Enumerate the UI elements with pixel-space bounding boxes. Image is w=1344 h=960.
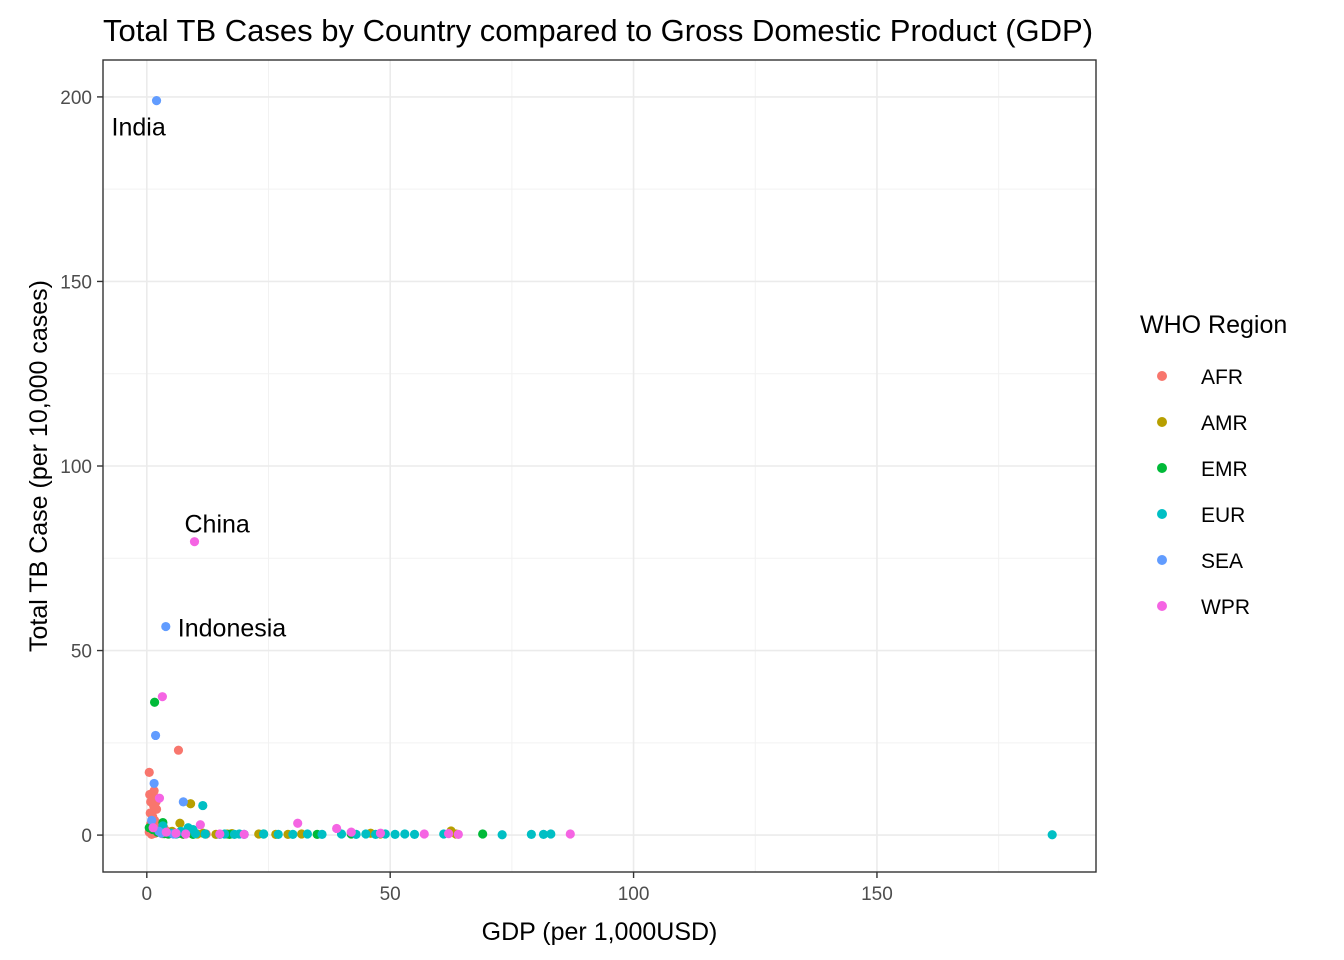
data-point — [259, 829, 269, 839]
y-tick-label: 100 — [60, 457, 92, 478]
legend-item-eur: EUR — [1157, 504, 1245, 527]
x-tick-label: 0 — [142, 884, 153, 905]
legend-key — [1157, 601, 1167, 611]
legend-item-afr: AFR — [1157, 366, 1243, 389]
data-point — [161, 621, 171, 632]
data-point — [288, 829, 298, 839]
legend-item-emr: EMR — [1157, 458, 1248, 481]
data-point — [444, 829, 454, 839]
data-point — [215, 829, 225, 839]
data-point — [195, 820, 205, 830]
data-point — [151, 804, 162, 814]
data-point — [293, 818, 303, 828]
data-point — [497, 830, 507, 840]
data-point — [478, 829, 488, 839]
data-point — [147, 815, 157, 825]
data-point — [186, 799, 196, 809]
data-point — [239, 829, 249, 839]
legend-label: WPR — [1201, 596, 1250, 619]
y-axis-title: Total TB Case (per 10,000 cases) — [25, 280, 53, 652]
legend-label: EUR — [1201, 504, 1245, 527]
axes: 0 50 100 150 0 50 100 150 200 — [60, 88, 893, 905]
data-point — [375, 828, 386, 838]
data-point — [198, 800, 208, 811]
annotation-indonesia: Indonesia — [178, 615, 287, 643]
series-sea — [147, 96, 188, 839]
point-annotations: India China Indonesia — [112, 114, 287, 643]
chart-title: Total TB Cases by Country compared to Gr… — [103, 13, 1093, 48]
data-point — [148, 823, 158, 833]
y-tick-label: 150 — [60, 272, 92, 293]
legend-key — [1157, 509, 1167, 519]
data-point — [150, 730, 161, 741]
x-tick-label: 150 — [861, 884, 893, 905]
data-point — [154, 793, 165, 803]
legend-item-wpr: WPR — [1157, 596, 1250, 619]
legend-label: AMR — [1201, 412, 1248, 435]
data-point — [361, 829, 371, 839]
data-point — [419, 829, 429, 839]
legend-key — [1157, 417, 1167, 427]
data-point — [151, 96, 162, 106]
data-point — [173, 745, 184, 755]
data-point — [149, 786, 159, 796]
legend-label: AFR — [1201, 366, 1243, 389]
data-point — [409, 829, 420, 839]
data-point — [565, 829, 575, 839]
data-point — [1047, 830, 1057, 840]
data-point — [157, 692, 167, 702]
y-tick-label: 0 — [81, 826, 92, 847]
series-emr — [144, 697, 488, 839]
data-point — [144, 767, 154, 777]
x-axis-title: GDP (per 1,000USD) — [482, 918, 718, 946]
legend-key — [1157, 555, 1167, 565]
legend-title: WHO Region — [1140, 311, 1287, 339]
y-tick-label: 50 — [71, 642, 92, 663]
data-point — [181, 829, 191, 839]
data-point — [178, 797, 188, 807]
data-point — [538, 829, 549, 839]
series-eur — [158, 800, 1057, 840]
data-point — [346, 827, 356, 837]
data-point — [390, 829, 400, 839]
legend-item-sea: SEA — [1157, 550, 1243, 573]
data-point — [317, 829, 327, 839]
legend-key — [1157, 371, 1167, 381]
x-tick-label: 50 — [380, 884, 401, 905]
data-point — [400, 829, 410, 839]
data-point — [453, 829, 463, 839]
data-point — [189, 537, 200, 547]
data-point — [546, 829, 556, 839]
data-point — [526, 829, 536, 839]
data-point — [171, 828, 181, 838]
annotation-china: China — [185, 511, 250, 539]
legend-label: SEA — [1201, 550, 1243, 573]
data-point — [302, 829, 313, 839]
legend-label: EMR — [1201, 458, 1248, 481]
data-point — [332, 823, 342, 834]
data-point — [200, 829, 210, 839]
data-point — [149, 697, 160, 707]
legend-item-amr: AMR — [1157, 412, 1248, 435]
series-wpr — [148, 537, 575, 839]
data-point — [175, 818, 185, 828]
y-tick-label: 200 — [60, 88, 92, 109]
legend-key — [1157, 463, 1167, 473]
data-point — [273, 829, 283, 839]
data-point — [161, 827, 171, 837]
data-point — [149, 778, 159, 789]
legend: WHO Region AFR AMR EMR EUR SEA WPR — [1140, 311, 1287, 619]
annotation-india: India — [112, 114, 166, 142]
data-point — [190, 829, 201, 839]
grid — [103, 60, 1096, 872]
x-tick-label: 100 — [618, 884, 650, 905]
data-points — [144, 96, 1057, 840]
